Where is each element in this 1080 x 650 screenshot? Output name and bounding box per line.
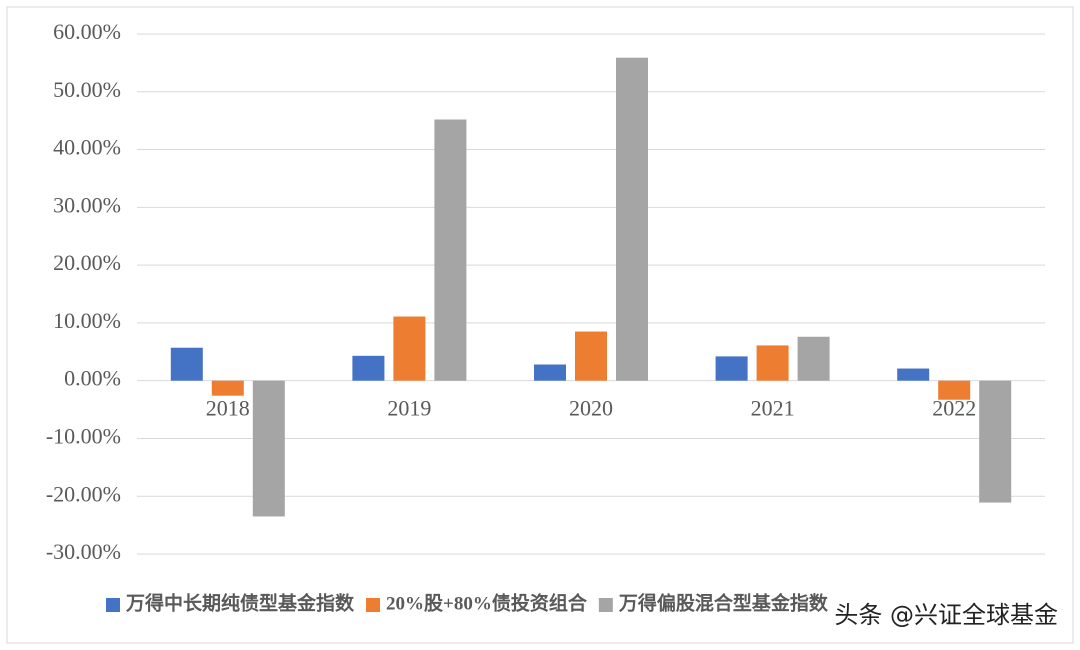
bar — [534, 364, 566, 381]
chart-border — [6, 6, 1074, 644]
bar — [352, 355, 385, 381]
legend-swatch — [598, 598, 613, 612]
watermark: 头条 @兴证全球基金 — [834, 601, 1058, 629]
bar — [252, 380, 285, 517]
x-tick-label: 2022 — [932, 396, 976, 421]
bar — [170, 347, 203, 381]
y-tick-label: 50.00% — [53, 77, 121, 102]
bar — [897, 368, 930, 381]
bar — [938, 380, 971, 400]
bar — [715, 356, 748, 381]
x-tick-label: 2018 — [206, 396, 250, 421]
bar — [575, 331, 607, 381]
legend-swatch — [366, 598, 381, 612]
bar — [211, 380, 244, 396]
y-tick-label: -30.00% — [46, 539, 121, 564]
bar — [756, 345, 789, 381]
y-tick-label: 20.00% — [53, 250, 121, 275]
y-tick-label: 0.00% — [64, 366, 121, 391]
y-tick-label: -20.00% — [46, 481, 121, 506]
labels: -30.00% -20.00% -10.00% 0.00% 10.00% 20.00% 30… — [46, 19, 976, 564]
bars — [170, 57, 1012, 517]
legend-label: 万得中长期纯债型基金指数 — [125, 591, 355, 614]
bar — [616, 57, 648, 381]
bar — [797, 336, 830, 381]
grid — [137, 33, 1045, 555]
legend: 万得中长期纯债型基金指数 20%股+80%债投资组合 万得偏股混合型基金指数 — [106, 591, 829, 614]
y-tick-label: 60.00% — [53, 19, 121, 44]
y-tick-label: 40.00% — [53, 135, 121, 160]
x-tick-label: 2021 — [751, 396, 795, 421]
legend-label: 20%股+80%债投资组合 — [386, 591, 588, 614]
x-tick-label: 2019 — [387, 396, 431, 421]
legend-label: 万得偏股混合型基金指数 — [618, 591, 829, 614]
bar — [393, 316, 426, 381]
legend-swatch — [106, 598, 120, 612]
bar — [434, 119, 467, 381]
bar — [979, 380, 1012, 503]
y-tick-label: -10.00% — [46, 423, 121, 448]
y-tick-label: 10.00% — [53, 308, 121, 333]
y-tick-label: 30.00% — [53, 192, 121, 217]
x-tick-label: 2020 — [569, 396, 613, 421]
